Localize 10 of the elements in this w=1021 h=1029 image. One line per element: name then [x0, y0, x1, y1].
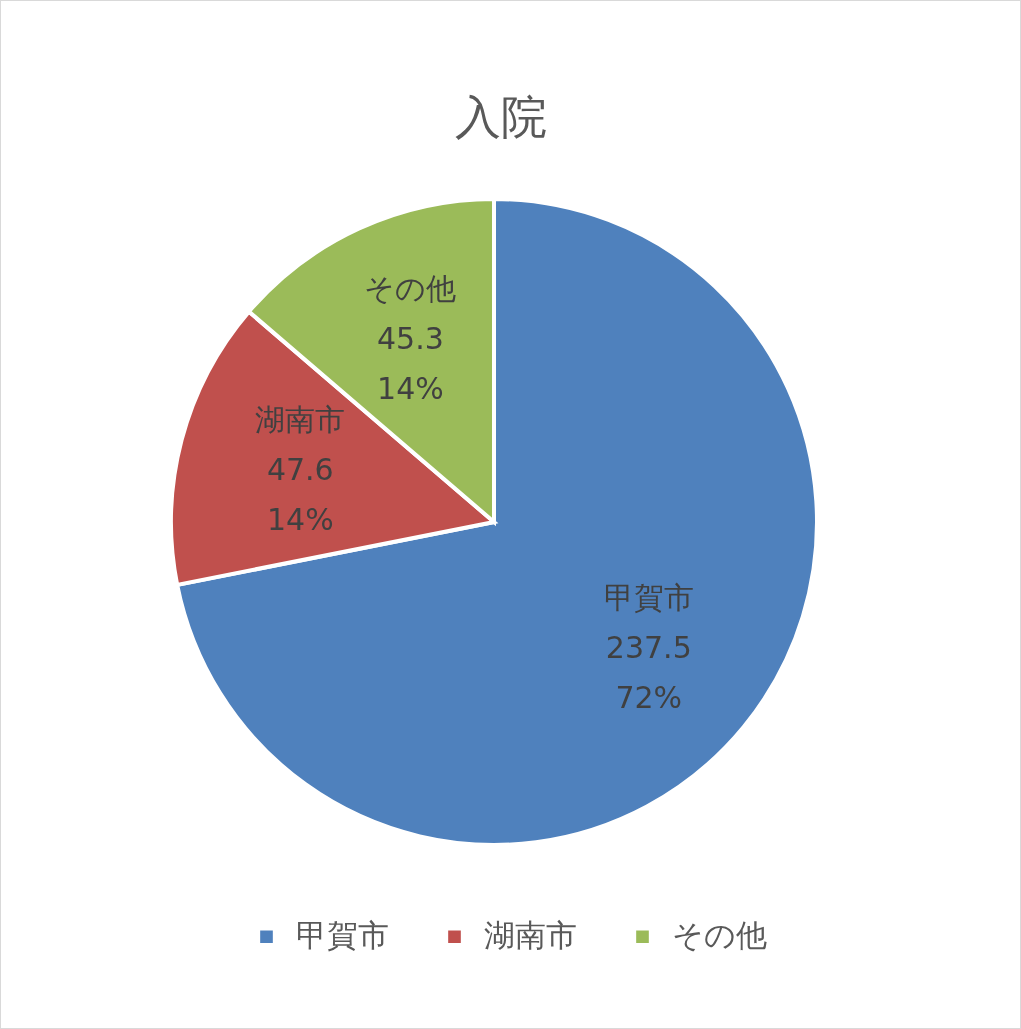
chart-title: 入院	[454, 90, 547, 144]
slice-label: 湖南市	[255, 402, 346, 438]
legend-label: 甲賀市	[296, 916, 389, 953]
data-label: 237.5 72%	[605, 630, 692, 716]
slice-label: 甲賀市	[603, 580, 694, 616]
legend-label: その他	[672, 916, 767, 953]
data-label: 47.6 14%	[266, 452, 334, 538]
data-label: 45.3 14%	[376, 321, 444, 407]
slice-label: その他	[364, 271, 457, 307]
legend-label: 湖南市	[484, 916, 577, 953]
